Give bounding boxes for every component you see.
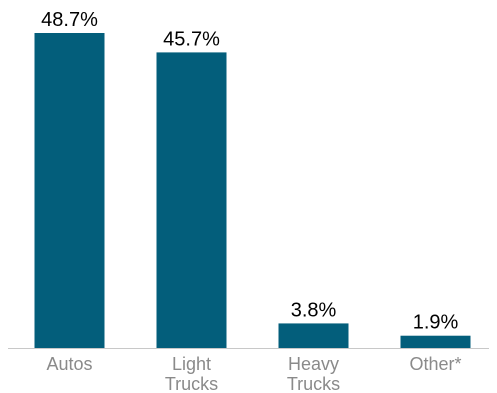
bar-1 bbox=[156, 52, 227, 349]
bar-2 bbox=[278, 323, 349, 348]
value-label-3: 1.9% bbox=[413, 312, 459, 334]
bars-group bbox=[34, 33, 471, 349]
value-label-2: 3.8% bbox=[291, 299, 337, 321]
category-label-3-line-0: Other* bbox=[409, 354, 461, 374]
value-label-1: 45.7% bbox=[163, 28, 220, 50]
category-label-1-line-1: Trucks bbox=[165, 374, 218, 393]
bar-3 bbox=[400, 335, 471, 348]
category-label-1-line-0: Light bbox=[172, 354, 211, 374]
category-label-2-line-0: Heavy bbox=[288, 354, 339, 374]
value-labels-group: 48.7% 45.7% 3.8% 1.9% bbox=[41, 9, 458, 334]
bar-0 bbox=[34, 33, 105, 348]
value-label-0: 48.7% bbox=[41, 9, 98, 31]
category-label-0-line-0: Autos bbox=[46, 354, 92, 374]
category-label-2-line-1: Trucks bbox=[287, 374, 340, 393]
